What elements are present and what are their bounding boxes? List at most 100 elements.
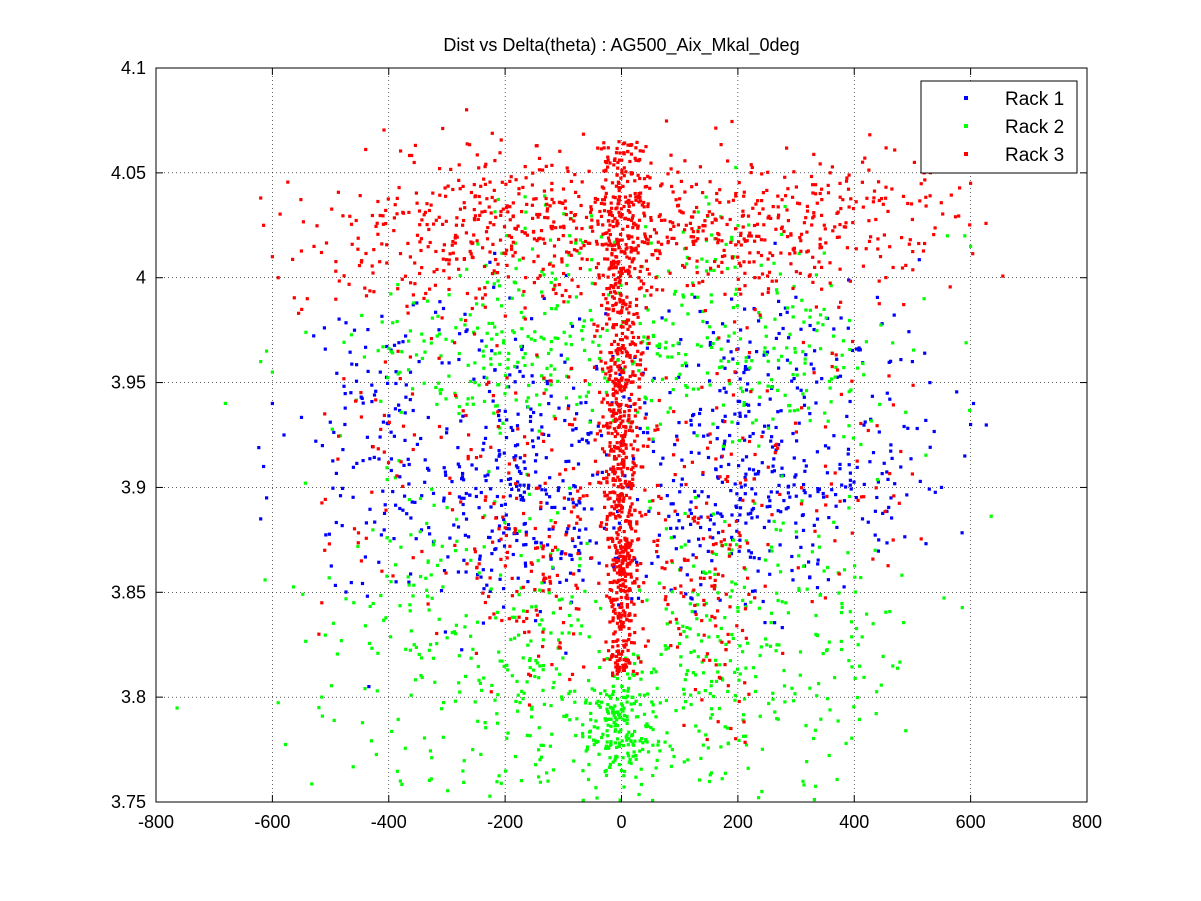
point-rack-3 [496, 262, 500, 266]
point-rack-3 [624, 659, 628, 663]
point-rack-3 [714, 126, 718, 130]
point-rack-2 [736, 224, 740, 228]
point-rack-3 [549, 379, 553, 383]
point-rack-2 [496, 721, 500, 725]
point-rack-3 [644, 644, 648, 648]
point-rack-3 [746, 214, 751, 218]
point-rack-1 [782, 499, 786, 503]
point-rack-2 [741, 390, 745, 394]
point-rack-3 [502, 251, 506, 255]
point-rack-1 [480, 339, 484, 343]
point-rack-3 [605, 493, 609, 497]
point-rack-3 [753, 452, 757, 457]
point-rack-3 [619, 588, 623, 592]
point-rack-1 [636, 596, 641, 600]
point-rack-2 [960, 606, 964, 610]
point-rack-3 [408, 153, 412, 158]
point-rack-3 [642, 211, 646, 215]
point-rack-3 [483, 209, 487, 213]
point-rack-2 [705, 614, 709, 618]
point-rack-1 [526, 486, 530, 490]
point-rack-3 [708, 576, 712, 580]
point-rack-3 [746, 576, 750, 580]
point-rack-2 [496, 693, 500, 697]
point-rack-3 [535, 239, 539, 243]
point-rack-1 [718, 389, 722, 393]
point-rack-2 [439, 388, 444, 392]
point-rack-2 [541, 688, 545, 692]
point-rack-3 [804, 216, 808, 220]
point-rack-3 [607, 219, 611, 223]
point-rack-2 [699, 756, 703, 760]
point-rack-3 [627, 417, 631, 421]
point-rack-1 [802, 395, 806, 399]
point-rack-1 [482, 375, 486, 379]
point-rack-3 [615, 672, 619, 676]
point-rack-3 [882, 233, 886, 237]
point-rack-1 [808, 576, 812, 580]
point-rack-3 [530, 203, 534, 207]
point-rack-2 [414, 645, 418, 649]
point-rack-3 [543, 481, 547, 485]
point-rack-3 [613, 630, 617, 634]
point-rack-1 [348, 350, 352, 354]
point-rack-3 [650, 285, 654, 289]
point-rack-3 [908, 238, 912, 242]
point-rack-1 [768, 499, 772, 503]
point-rack-1 [733, 482, 737, 486]
point-rack-1 [744, 414, 748, 418]
point-rack-1 [791, 431, 795, 436]
point-rack-3 [702, 633, 706, 637]
point-rack-3 [919, 537, 923, 541]
point-rack-2 [709, 300, 714, 304]
point-rack-2 [644, 739, 648, 743]
point-rack-2 [620, 739, 624, 743]
point-rack-2 [848, 347, 852, 352]
point-rack-3 [511, 201, 515, 205]
point-rack-2 [807, 344, 811, 348]
point-rack-3 [618, 416, 622, 420]
point-rack-3 [380, 569, 384, 573]
point-rack-1 [832, 434, 836, 438]
point-rack-3 [628, 354, 632, 358]
point-rack-3 [811, 255, 815, 259]
point-rack-1 [715, 437, 719, 441]
point-rack-1 [540, 425, 544, 429]
point-rack-3 [616, 352, 620, 356]
point-rack-1 [502, 605, 506, 609]
point-rack-3 [441, 257, 445, 261]
point-rack-3 [626, 150, 630, 154]
point-rack-2 [471, 647, 475, 651]
point-rack-2 [505, 663, 509, 667]
point-rack-1 [875, 495, 879, 500]
point-rack-2 [875, 478, 880, 482]
point-rack-1 [873, 509, 877, 513]
point-rack-2 [481, 349, 485, 353]
point-rack-2 [710, 345, 714, 350]
point-rack-3 [901, 194, 906, 198]
point-rack-2 [578, 632, 582, 636]
point-rack-1 [885, 509, 889, 513]
point-rack-3 [762, 223, 766, 227]
point-rack-3 [690, 185, 694, 189]
point-rack-3 [644, 512, 648, 517]
point-rack-1 [747, 467, 752, 471]
point-rack-2 [726, 726, 730, 730]
point-rack-3 [752, 477, 756, 481]
point-rack-2 [454, 549, 458, 553]
point-rack-3 [607, 213, 612, 217]
point-rack-3 [540, 432, 544, 436]
point-rack-1 [770, 470, 774, 474]
point-rack-2 [679, 663, 683, 667]
point-rack-1 [474, 494, 478, 499]
point-rack-3 [752, 223, 757, 228]
point-rack-2 [746, 641, 750, 645]
point-rack-3 [552, 244, 557, 248]
point-rack-3 [486, 226, 490, 230]
point-rack-2 [524, 210, 528, 214]
point-rack-1 [719, 512, 723, 516]
point-rack-2 [690, 292, 694, 297]
point-rack-3 [673, 586, 677, 590]
point-rack-3 [747, 692, 751, 696]
point-rack-3 [576, 552, 580, 556]
